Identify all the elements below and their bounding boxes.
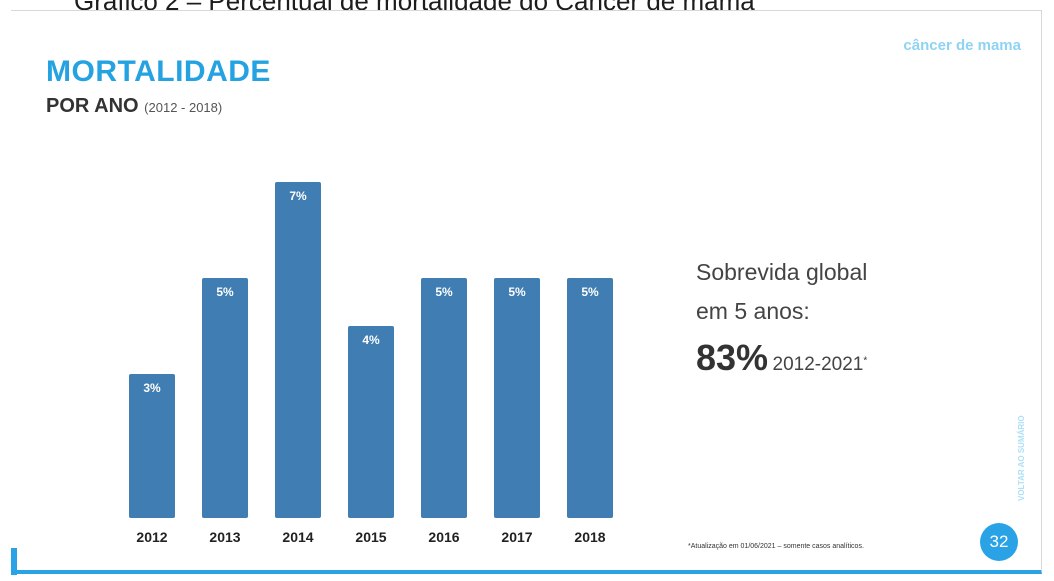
- chart-title: MORTALIDADE: [46, 55, 271, 88]
- subtitle-range: (2012 - 2018): [144, 100, 223, 115]
- survival-line-2: em 5 anos:: [696, 298, 810, 324]
- survival-footnote-mark: *: [863, 355, 868, 367]
- bar-2017: [494, 278, 540, 518]
- bar-2018: [567, 278, 613, 518]
- chart-subtitle: POR ANO (2012 - 2018): [46, 95, 222, 118]
- mortality-bar-chart: 3% 2012 5% 2013 7% 2014 4% 2015 5% 2016 5% 2017 5% 20…: [129, 182, 613, 545]
- survival-percent: 83%: [696, 337, 769, 378]
- x-tick-label-2012: 2012: [136, 529, 167, 545]
- bar-2014: [275, 182, 321, 518]
- subtitle-text: POR ANO: [46, 95, 139, 117]
- survival-line-1: Sobrevida global: [696, 259, 868, 285]
- bar-value-label-2016: 5%: [435, 285, 453, 299]
- bar-value-label-2014: 7%: [289, 189, 307, 203]
- x-tick-label-2014: 2014: [282, 529, 313, 545]
- x-tick-label-2013: 2013: [209, 529, 240, 545]
- bar-2016: [421, 278, 467, 518]
- bar-value-label-2017: 5%: [508, 285, 526, 299]
- x-tick-label-2018: 2018: [574, 529, 605, 545]
- back-to-summary-link[interactable]: VOLTAR AO SUMÁRIO: [1017, 415, 1031, 510]
- bar-value-label-2012: 3%: [143, 381, 161, 395]
- bar-2015: [348, 326, 394, 518]
- bar-2013: [202, 278, 248, 518]
- brand-label: câncer de mama: [903, 37, 1021, 54]
- x-tick-label-2017: 2017: [501, 529, 532, 545]
- back-to-summary-label[interactable]: VOLTAR AO SUMÁRIO: [1017, 415, 1026, 501]
- page-number-badge[interactable]: 32: [980, 523, 1018, 561]
- bar-2012: [129, 374, 175, 518]
- footnote: *Atualização em 01/06/2021 – somente cas…: [688, 543, 864, 550]
- x-tick-label-2016: 2016: [428, 529, 459, 545]
- bar-value-label-2018: 5%: [581, 285, 599, 299]
- x-tick-label-2015: 2015: [355, 529, 386, 545]
- slide: câncer de mama MORTALIDADE POR ANO (2012…: [11, 10, 1042, 575]
- bar-value-label-2015: 4%: [362, 333, 380, 347]
- survival-period: 2012-2021: [772, 354, 864, 375]
- survival-stat: 83% 2012-2021*: [696, 337, 867, 379]
- left-accent-bar: [11, 548, 17, 575]
- bar-value-label-2013: 5%: [216, 285, 234, 299]
